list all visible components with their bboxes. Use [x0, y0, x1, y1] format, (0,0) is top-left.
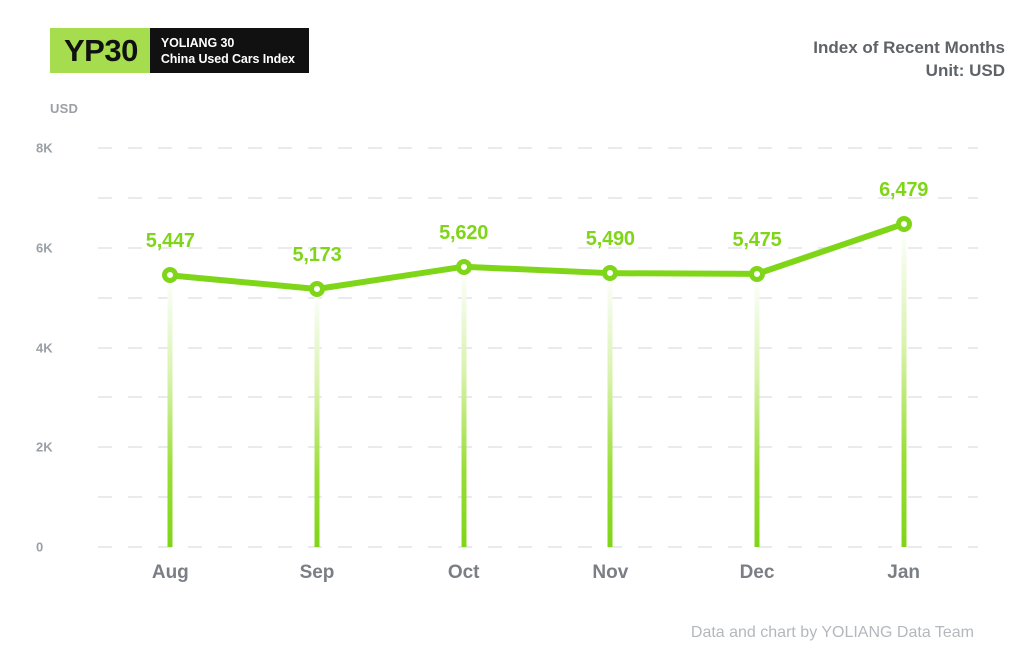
data-point-marker[interactable]	[455, 258, 472, 275]
footer-credit: Data and chart by YOLIANG Data Team	[690, 624, 974, 641]
gridline	[98, 147, 978, 149]
data-point-value-label: 5,173	[292, 243, 342, 266]
y-axis-tick-label: 2K	[36, 439, 53, 455]
data-point-value-label: 5,447	[145, 230, 195, 253]
gridline	[98, 246, 978, 249]
y-axis-tick-label: 8K	[36, 140, 53, 156]
data-point-marker[interactable]	[162, 267, 179, 284]
gridline	[98, 296, 978, 299]
data-point-value-label: 6,479	[879, 178, 929, 201]
logo-panel-line-1: YOLIANG 30	[160, 35, 235, 50]
x-axis-tick-label: Dec	[739, 562, 775, 583]
logo-mark-text: YP30	[50, 28, 150, 73]
y-axis-tick-label: 0	[36, 539, 44, 555]
y-axis-tick-label: 6K	[36, 240, 53, 256]
y-axis-unit-label: USD	[50, 101, 79, 116]
point-stem	[754, 273, 760, 547]
logo-panel-line-2: China Used Cars Index	[160, 51, 295, 66]
series-polyline	[167, 220, 907, 292]
data-point-marker[interactable]	[309, 280, 325, 297]
chart-header: YP30 YOLIANG 30 China Used Cars Index In…	[0, 0, 1024, 95]
point-stem	[314, 288, 320, 547]
x-axis-tick-label: Oct	[447, 562, 480, 583]
gridline	[98, 396, 978, 399]
yp30-logo-badge: YP30 YOLIANG 30 China Used Cars Index	[50, 28, 309, 73]
gridline	[98, 196, 978, 199]
gridlines-group	[98, 0, 978, 666]
data-point-value-label: 5,475	[732, 228, 782, 251]
point-stem	[607, 273, 613, 547]
chart-title-unit: Unit: USD	[925, 60, 1005, 80]
data-point-marker[interactable]	[749, 265, 765, 282]
chart-title-main: Index of Recent Months	[813, 38, 1005, 57]
data-point-marker[interactable]	[895, 215, 912, 232]
x-axis-tick-label: Nov	[592, 562, 629, 583]
point-stem	[167, 275, 173, 547]
point-stem	[901, 223, 907, 547]
data-point-value-label: 5,490	[585, 228, 635, 251]
gridline	[98, 546, 978, 548]
x-axis-tick-label: Jan	[887, 562, 921, 583]
y-axis-tick-label: 4K	[36, 340, 53, 355]
gridline	[98, 446, 978, 449]
gridline	[98, 346, 978, 349]
gridline	[98, 496, 978, 499]
data-point-value-label: 5,620	[439, 221, 489, 244]
x-axis-tick-label: Sep	[299, 562, 335, 583]
point-stem	[461, 266, 467, 547]
data-point-marker[interactable]	[602, 265, 619, 282]
chart-title-block: Index of Recent Months Unit: USD	[813, 37, 1005, 82]
x-axis-tick-label: Aug	[151, 562, 189, 583]
logo-panel: YOLIANG 30 China Used Cars Index	[149, 28, 309, 73]
